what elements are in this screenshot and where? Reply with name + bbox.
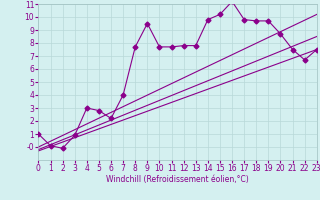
X-axis label: Windchill (Refroidissement éolien,°C): Windchill (Refroidissement éolien,°C) (106, 175, 249, 184)
